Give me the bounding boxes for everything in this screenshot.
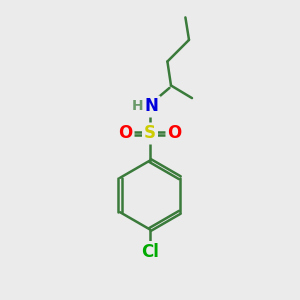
Text: H: H: [132, 100, 143, 113]
Text: Cl: Cl: [141, 243, 159, 261]
Text: N: N: [145, 98, 159, 116]
Text: S: S: [144, 124, 156, 142]
Text: O: O: [118, 124, 133, 142]
Text: O: O: [167, 124, 182, 142]
